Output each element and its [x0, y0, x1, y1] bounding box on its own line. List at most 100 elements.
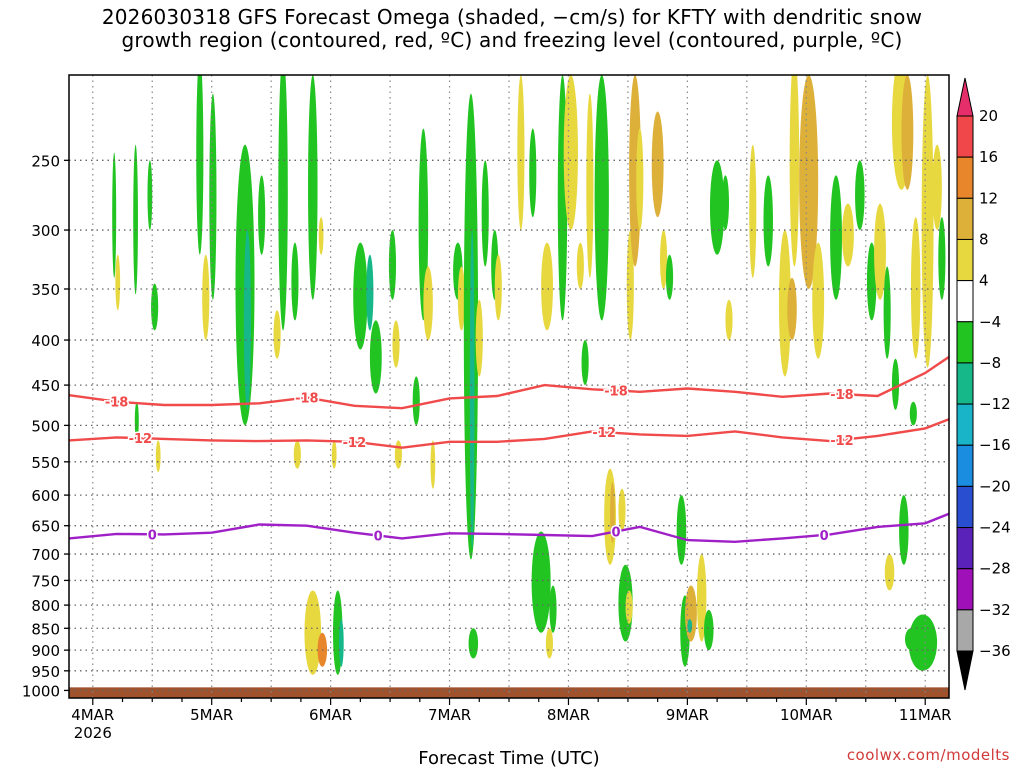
omega-cell [394, 440, 402, 469]
omega-cell [908, 614, 938, 671]
colorbar-label: 4 [979, 272, 989, 290]
y-tick-label: 950 [31, 663, 60, 681]
contour-label: 0 [374, 530, 383, 545]
chart-title: 2026030318 GFS Forecast Omega (shaded, −… [0, 6, 1024, 52]
colorbar-label: −32 [979, 601, 1011, 619]
omega-cell [481, 160, 489, 267]
colorbar-segment [956, 444, 974, 487]
y-tick-label: 800 [31, 597, 60, 615]
credit-text: coolwx.com/modelts [846, 746, 1010, 764]
omega-cell [763, 175, 773, 267]
omega-cell [618, 488, 626, 532]
terrain [69, 687, 949, 698]
omega-cell [318, 217, 324, 255]
colorbar-segment [956, 527, 974, 570]
omega-cell [549, 585, 557, 633]
x-tick-year: 2026 [74, 724, 112, 742]
omega-cell [910, 217, 921, 359]
omega-cell [909, 401, 917, 426]
omega-cell [576, 242, 584, 289]
omega-cell [469, 230, 475, 549]
omega-cell [687, 619, 693, 633]
x-tick-label: 4MAR [71, 706, 114, 724]
omega-cell [115, 254, 121, 311]
omega-cell [696, 554, 707, 642]
omega-cell [725, 299, 733, 341]
colorbar-label: 12 [979, 189, 998, 207]
colorbar-label: −16 [979, 436, 1011, 454]
omega-cell [594, 75, 609, 321]
omega-cell [884, 554, 895, 591]
y-tick-label: 350 [31, 281, 60, 299]
omega-cell [308, 75, 318, 300]
colorbar-label: 8 [979, 230, 989, 248]
y-tick-label: 900 [31, 642, 60, 660]
colorbar-segment [956, 238, 974, 282]
colorbar-segment [956, 485, 974, 529]
omega-cell [517, 75, 525, 231]
omega-cell [586, 93, 594, 278]
omega-cell [685, 585, 697, 642]
y-tick-label: 750 [31, 572, 60, 590]
omega-cell [457, 266, 465, 331]
omega-cell [388, 230, 397, 300]
omega-cell [830, 175, 842, 300]
terrain-band [69, 687, 949, 698]
omega-cell [660, 230, 668, 289]
omega-cell [392, 320, 400, 368]
omega-cell [209, 93, 217, 300]
omega-cell [651, 111, 664, 218]
colorbar-label: 20 [979, 107, 998, 125]
colorbar-label: −36 [979, 642, 1011, 660]
omega-cell [901, 75, 914, 190]
colorbar-segment [956, 568, 974, 611]
omega-cell [155, 440, 161, 473]
colorbar-top-arrow [956, 77, 974, 117]
omega-cell [625, 590, 633, 624]
contour-label: 0 [612, 526, 621, 541]
y-tick-label: 450 [31, 377, 60, 395]
y-tick-label: 300 [31, 222, 60, 240]
omega-cell [243, 230, 251, 410]
omega-cell [369, 320, 382, 394]
omega-cell [258, 175, 266, 255]
colorbar-bottom-arrow [956, 650, 974, 691]
contour-label: -18 [604, 385, 628, 400]
colorbar-segment [956, 115, 974, 158]
omega-cell [789, 75, 800, 267]
contour-lines: -18 -18 -18 -18 -12 -12 -12 -12 0 0 0 0 [69, 355, 949, 546]
omega-cell [932, 144, 942, 231]
omega-cell [475, 299, 483, 377]
colorbar-segment [956, 609, 974, 652]
omega-cell [291, 242, 299, 321]
omega-cell [855, 160, 865, 231]
colorbar-label: −28 [979, 560, 1011, 578]
omega-cell [147, 160, 153, 231]
omega-cell [366, 254, 374, 331]
y-tick-label: 1000 [22, 682, 60, 700]
x-tick-label: 7MAR [428, 706, 471, 724]
contour-label: -12 [343, 436, 367, 451]
omega-cell [787, 277, 797, 341]
omega-cell [812, 242, 825, 359]
omega-cell [531, 531, 551, 633]
contour-label: -12 [830, 434, 854, 449]
colorbar-label: −24 [979, 519, 1011, 537]
colorbar-segment [956, 321, 974, 364]
omega-cell [610, 482, 615, 543]
omega-cell [430, 440, 436, 489]
chart-title-line-2: growth region (contoured, red, ºC) and f… [121, 28, 903, 52]
omega-cell [891, 358, 900, 410]
omega-cell [273, 310, 281, 359]
omega-cell [665, 254, 674, 300]
omega-cell [202, 254, 210, 341]
colorbar: 20 16 12 8 4 −4 −8 −12 −16 −20 −24 −28 −32 −36 [956, 77, 1011, 691]
y-tick-label: 700 [31, 546, 60, 564]
omega-cell [112, 152, 117, 278]
y-tick-label: 650 [31, 518, 60, 536]
grid-lines [69, 75, 949, 698]
omega-cell [899, 495, 909, 565]
omega-cell [709, 160, 725, 255]
x-tick-label: 8MAR [547, 706, 590, 724]
colorbar-label: −20 [979, 477, 1011, 495]
